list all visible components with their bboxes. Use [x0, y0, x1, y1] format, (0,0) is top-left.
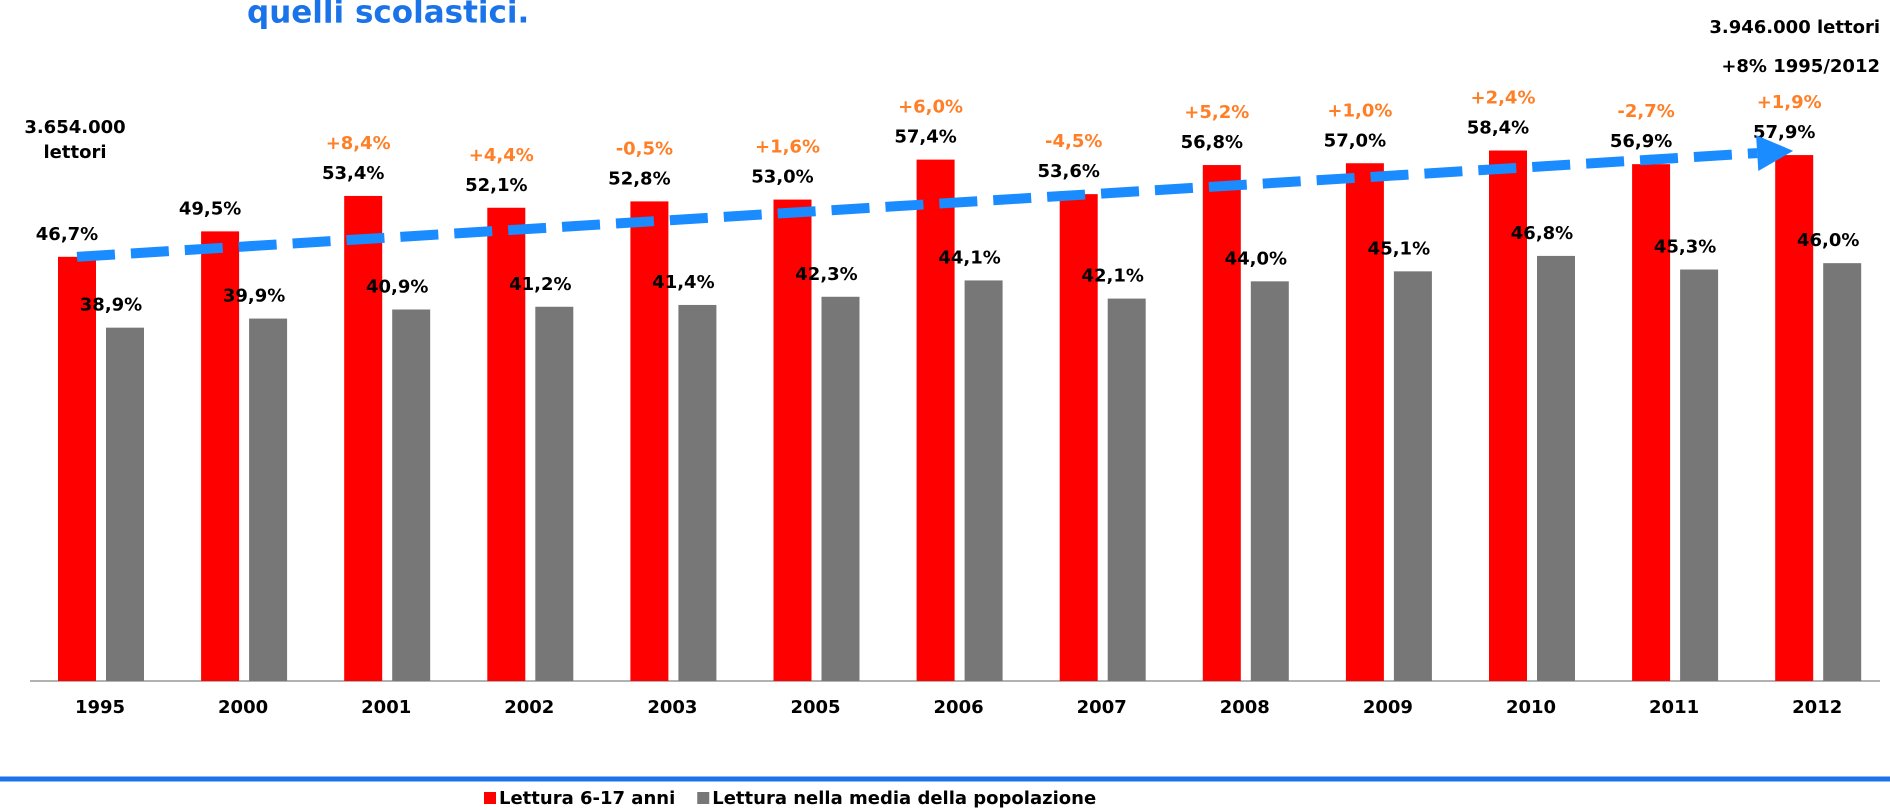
- chart-title: quelli scolastici.: [247, 0, 529, 31]
- bar: [678, 304, 717, 681]
- bar: [58, 256, 96, 681]
- trend-arrow: [76, 148, 1758, 262]
- legend-swatch: [484, 792, 496, 804]
- bar: [487, 207, 526, 681]
- value-label: 49,5%: [179, 198, 241, 219]
- value-label: 53,4%: [322, 163, 384, 184]
- x-tick-label: 2005: [790, 697, 840, 718]
- bar: [773, 199, 812, 682]
- value-label: 46,7%: [36, 224, 98, 245]
- change-label: -0,5%: [616, 138, 673, 159]
- bar: [535, 306, 574, 681]
- value-label: 57,0%: [1324, 130, 1386, 151]
- value-label: 52,8%: [608, 168, 670, 189]
- annotation: 3.946.000 lettori: [1709, 17, 1880, 38]
- change-label: +1,0%: [1327, 100, 1392, 121]
- legend-label: Lettura 6-17 anni: [499, 788, 675, 809]
- value-label: 56,9%: [1610, 131, 1672, 152]
- change-label: +1,9%: [1757, 92, 1822, 113]
- bar: [916, 159, 955, 681]
- value-label: 53,6%: [1037, 161, 1099, 182]
- change-label: -2,7%: [1617, 101, 1674, 122]
- x-tick-label: 2010: [1506, 697, 1556, 718]
- change-label: +5,2%: [1184, 102, 1249, 123]
- value-label: 41,2%: [509, 274, 571, 295]
- bar: [249, 318, 288, 681]
- bar: [392, 309, 431, 681]
- change-label: -4,5%: [1045, 131, 1102, 152]
- x-tick-label: 2008: [1220, 697, 1270, 718]
- bar: [1107, 298, 1146, 681]
- bar: [1202, 165, 1241, 682]
- bar: [630, 201, 669, 681]
- bar: [1680, 269, 1719, 681]
- change-label: +2,4%: [1470, 88, 1535, 109]
- value-label: 57,9%: [1753, 122, 1815, 143]
- bar: [1345, 163, 1384, 681]
- annotation: 3.654.000: [24, 117, 125, 138]
- x-tick-label: 2012: [1792, 697, 1842, 718]
- change-label: +1,6%: [755, 137, 820, 158]
- value-label: 42,1%: [1081, 266, 1143, 287]
- x-tick-label: 2002: [504, 697, 554, 718]
- x-tick-label: 2009: [1363, 697, 1413, 718]
- value-label: 40,9%: [366, 276, 428, 297]
- bar: [1775, 155, 1814, 681]
- value-label: 52,1%: [465, 175, 527, 196]
- change-label: +8,4%: [326, 133, 391, 154]
- value-label: 53,0%: [751, 167, 813, 188]
- value-label: 46,8%: [1511, 223, 1573, 244]
- bar: [201, 231, 240, 681]
- bar: [106, 327, 144, 681]
- legend-swatch: [697, 792, 710, 804]
- annotation: +8% 1995/2012: [1721, 56, 1880, 77]
- value-label: 56,8%: [1181, 132, 1243, 153]
- change-label: +6,0%: [898, 97, 963, 118]
- value-label: 46,0%: [1797, 230, 1859, 251]
- value-label: 39,9%: [223, 286, 285, 307]
- bar: [821, 296, 860, 681]
- x-tick-label: 2000: [218, 697, 268, 718]
- value-label: 42,3%: [795, 264, 857, 285]
- value-label: 44,1%: [938, 247, 1000, 268]
- bar: [1537, 255, 1575, 681]
- bar: [1823, 263, 1862, 681]
- value-label: 57,4%: [894, 127, 956, 148]
- bar: [964, 280, 1003, 681]
- change-label: +4,4%: [469, 145, 534, 166]
- x-tick-label: 2011: [1649, 697, 1699, 718]
- bar: [1632, 164, 1671, 682]
- value-label: 58,4%: [1467, 118, 1529, 139]
- value-label: 41,4%: [652, 272, 714, 293]
- trend-arrow-head: [1756, 135, 1794, 172]
- legend-label: Lettura nella media della popolazione: [712, 788, 1096, 809]
- value-label: 38,9%: [80, 295, 142, 316]
- x-tick-label: 1995: [75, 697, 125, 718]
- value-label: 45,3%: [1654, 237, 1716, 258]
- bar: [344, 195, 383, 681]
- x-tick-label: 2007: [1077, 697, 1127, 718]
- annotation: lettori: [44, 142, 107, 163]
- value-label: 45,1%: [1368, 238, 1430, 259]
- bar: [1250, 281, 1289, 681]
- value-label: 44,0%: [1225, 248, 1287, 269]
- bar: [1059, 194, 1098, 681]
- x-tick-label: 2003: [647, 697, 697, 718]
- x-tick-label: 2001: [361, 697, 411, 718]
- x-tick-label: 2006: [934, 697, 984, 718]
- bar: [1489, 150, 1527, 682]
- bar: [1393, 271, 1432, 681]
